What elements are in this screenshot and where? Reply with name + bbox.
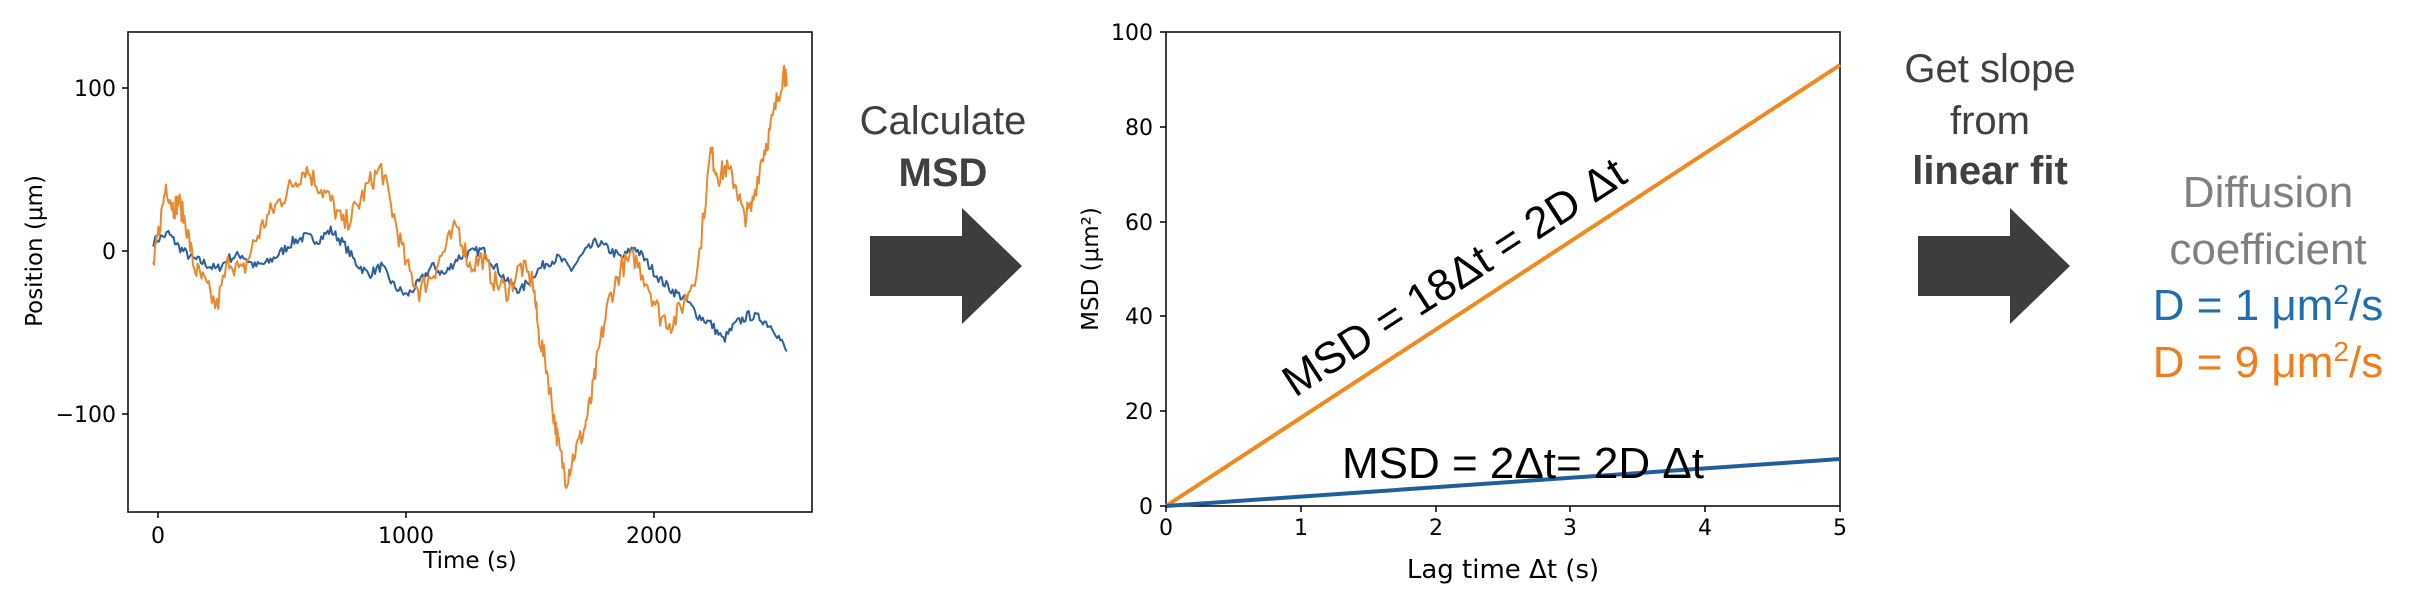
left-xtick-0: 0	[151, 524, 165, 549]
right-ytick-40: 40	[1125, 305, 1153, 330]
left-ytick-minus100: −100	[56, 403, 116, 428]
position-series-group	[152, 64, 788, 489]
right-ytick-80: 80	[1125, 116, 1153, 141]
step2-line1: Get slope	[1904, 47, 2075, 91]
right-xtick-3: 3	[1563, 516, 1577, 541]
right-ytick-60: 60	[1125, 211, 1153, 236]
msd-annotation-d9: MSD = 18Δt = 2D Δt	[1274, 148, 1635, 406]
msd-plot: MSD = 18Δt = 2D Δt MSD = 2Δt= 2D Δt 0 20…	[1078, 21, 1847, 585]
step1-line2: MSD	[899, 151, 988, 195]
result-d2-suffix: /s	[2349, 338, 2383, 387]
result-d2-prefix: D = 9 μm	[2153, 338, 2334, 387]
left-ytick-100: 100	[74, 77, 116, 102]
msd-line-d1	[1165, 457, 1841, 508]
arrow-2: Get slope from linear fit	[1904, 47, 2076, 324]
result-block: Diffusion coefficient D = 1 μm2/s D = 9 …	[2153, 168, 2383, 387]
step2-line2: from	[1950, 99, 2030, 143]
step2-line3: linear fit	[1912, 149, 2068, 193]
result-title-line2: coefficient	[2169, 225, 2366, 274]
right-ytick-100: 100	[1111, 21, 1153, 46]
result-d2: D = 9 μm2/s	[2153, 336, 2383, 387]
result-d1-sup: 2	[2333, 279, 2349, 310]
right-arrow-icon	[870, 208, 1022, 324]
position-plot: 100 0 −100 0 1000 2000 Time (s) Position…	[22, 31, 813, 574]
left-xtick-1000: 1000	[378, 524, 434, 549]
result-title-line1: Diffusion	[2183, 168, 2353, 217]
right-arrow-icon	[1918, 208, 2070, 324]
result-d1: D = 1 μm2/s	[2153, 279, 2383, 330]
right-xtick-0: 0	[1159, 516, 1173, 541]
msd-annotation-d1: MSD = 2Δt= 2D Δt	[1342, 439, 1704, 488]
left-y-axis-label: Position (μm)	[22, 175, 48, 327]
position-series-orange	[152, 64, 788, 489]
left-x-axis-label: Time (s)	[422, 548, 517, 574]
right-xtick-2: 2	[1429, 516, 1443, 541]
right-x-axis-label: Lag time Δt (s)	[1407, 555, 1599, 585]
arrow-1: Calculate MSD	[860, 99, 1027, 324]
step1-line1: Calculate	[860, 99, 1027, 143]
right-y-axis-label: MSD (μm²)	[1078, 207, 1104, 331]
right-xtick-5: 5	[1833, 516, 1847, 541]
left-xtick-2000: 2000	[626, 524, 682, 549]
position-series-blue	[152, 225, 788, 352]
right-ytick-0: 0	[1139, 495, 1153, 520]
msd-plot-frame	[1165, 31, 1841, 507]
msd-line-d9	[1164, 63, 1842, 508]
position-plot-frame	[127, 31, 813, 513]
right-ytick-20: 20	[1125, 400, 1153, 425]
result-d1-suffix: /s	[2349, 281, 2383, 330]
right-xtick-1: 1	[1294, 516, 1308, 541]
result-d2-sup: 2	[2333, 336, 2349, 367]
left-ytick-0: 0	[102, 240, 116, 265]
right-xtick-4: 4	[1698, 516, 1712, 541]
result-d1-prefix: D = 1 μm	[2153, 281, 2334, 330]
